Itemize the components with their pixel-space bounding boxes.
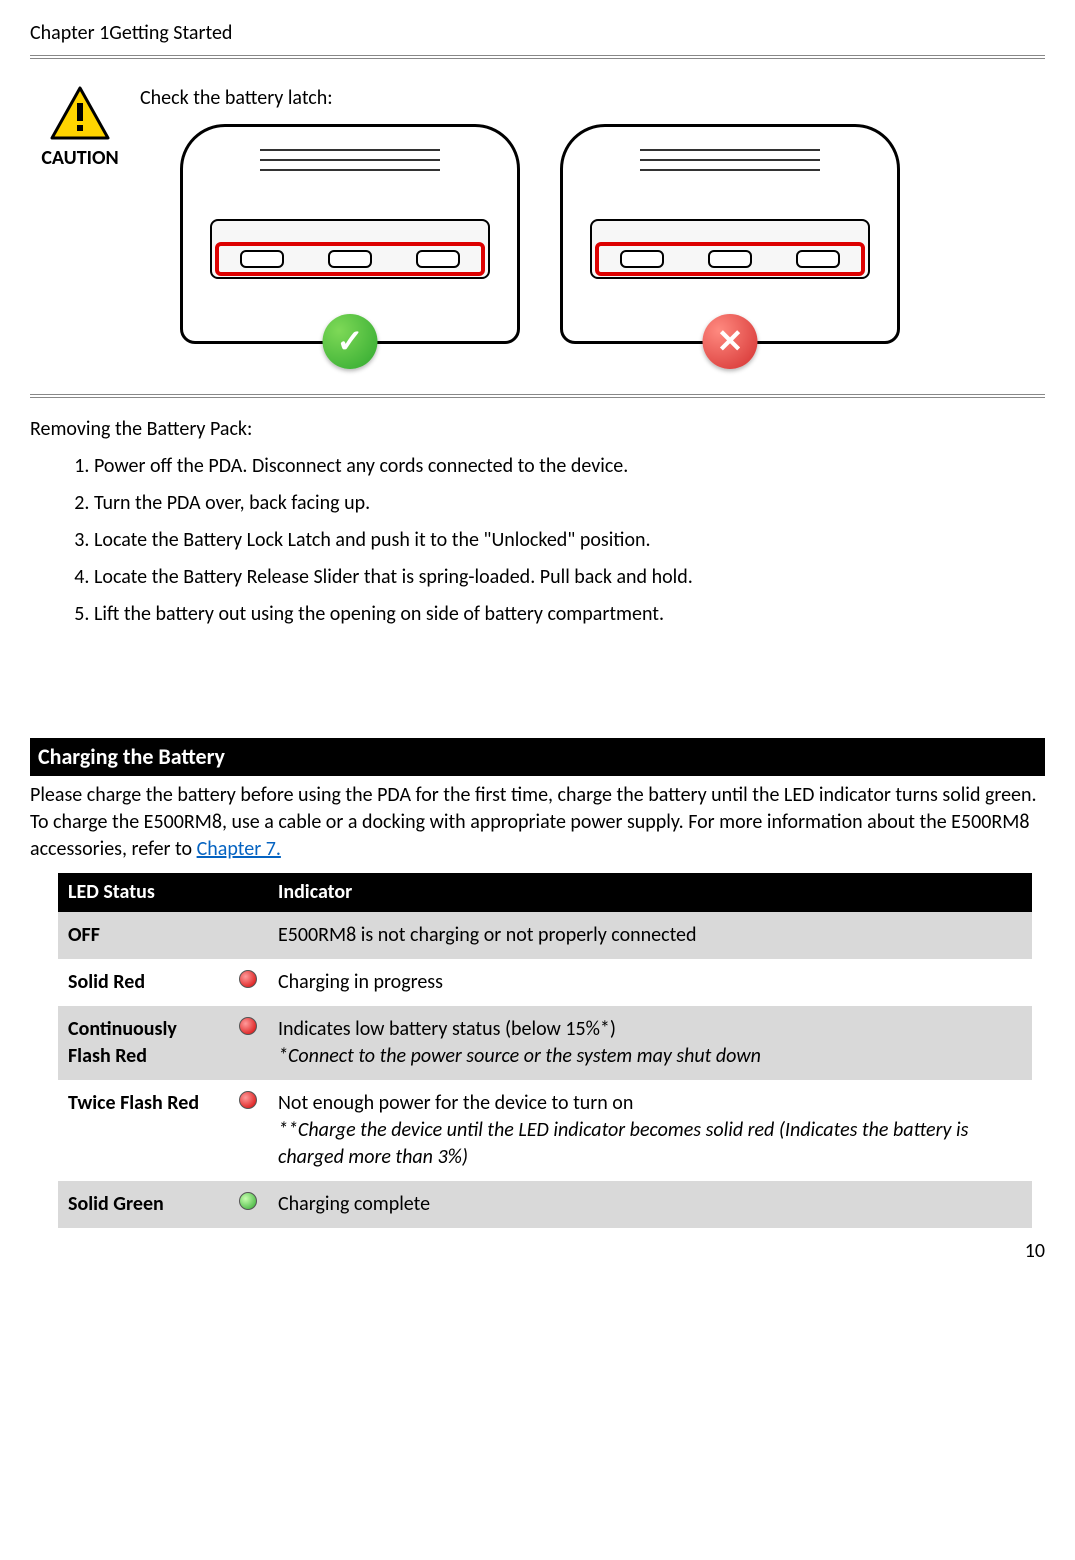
led-green-icon	[239, 1192, 257, 1210]
led-indicator-cell: Not enough power for the device to turn …	[268, 1080, 1032, 1181]
led-table: LED Status Indicator OFF E500RM8 is not c…	[58, 873, 1032, 1228]
top-rule	[30, 55, 1045, 59]
led-red-icon	[239, 1091, 257, 1109]
led-status-cell: Twice Flash Red	[58, 1080, 228, 1181]
th-icon	[228, 873, 268, 912]
caution-block: CAUTION Check the battery latch: ✓ ✕	[30, 65, 1045, 354]
led-tbody: OFF E500RM8 is not charging or not proper…	[58, 912, 1032, 1228]
led-status-cell: Continuously Flash Red	[58, 1006, 228, 1080]
led-icon-cell	[228, 1080, 268, 1181]
device-row: ✓ ✕	[140, 124, 1045, 344]
cross-icon: ✕	[703, 314, 758, 369]
caution-text: Check the battery latch:	[140, 85, 1045, 112]
check-icon: ✓	[323, 314, 378, 369]
chapter-header: Chapter 1Getting Started	[30, 20, 1045, 47]
led-red-icon	[239, 1017, 257, 1035]
th-indicator: Indicator	[268, 873, 1032, 912]
page-number: 10	[30, 1238, 1045, 1265]
step-3: Locate the Battery Lock Latch and push i…	[94, 527, 1045, 554]
charging-intro-text: Please charge the battery before using t…	[30, 783, 1037, 861]
caution-left: CAUTION	[40, 85, 120, 172]
step-1: Power off the PDA. Disconnect any cords …	[94, 453, 1045, 480]
led-indicator-cell: Indicates low battery status (below 15%*…	[268, 1006, 1032, 1080]
charging-heading: Charging the Battery	[30, 738, 1045, 776]
led-indicator-cell: Charging complete	[268, 1181, 1032, 1228]
table-row: OFF E500RM8 is not charging or not proper…	[58, 912, 1032, 959]
led-status-cell: OFF	[58, 912, 228, 959]
chapter7-link[interactable]: Chapter 7.	[197, 837, 281, 861]
th-status: LED Status	[58, 873, 228, 912]
step-5: Lift the battery out using the opening o…	[94, 601, 1045, 628]
step-4: Locate the Battery Release Slider that i…	[94, 564, 1045, 591]
charging-intro: Please charge the battery before using t…	[30, 782, 1045, 863]
led-indicator-cell: Charging in progress	[268, 959, 1032, 1006]
led-icon-cell	[228, 912, 268, 959]
led-red-icon	[239, 970, 257, 988]
led-icon-cell	[228, 1181, 268, 1228]
led-icon-cell	[228, 959, 268, 1006]
table-row: Twice Flash Red Not enough power for the …	[58, 1080, 1032, 1181]
caution-label: CAUTION	[41, 145, 118, 172]
caution-right: Check the battery latch: ✓ ✕	[140, 85, 1045, 344]
led-status-cell: Solid Green	[58, 1181, 228, 1228]
mid-rule	[30, 394, 1045, 398]
table-row: Solid Green Charging complete	[58, 1181, 1032, 1228]
device-correct: ✓	[180, 124, 520, 344]
table-row: Continuously Flash Red Indicates low batt…	[58, 1006, 1032, 1080]
device-incorrect: ✕	[560, 124, 900, 344]
led-indicator-cell: E500RM8 is not charging or not properly …	[268, 912, 1032, 959]
table-row: Solid Red Charging in progress	[58, 959, 1032, 1006]
removing-steps: Power off the PDA. Disconnect any cords …	[30, 453, 1045, 628]
removing-title: Removing the Battery Pack:	[30, 416, 1045, 443]
led-status-cell: Solid Red	[58, 959, 228, 1006]
warning-icon	[49, 85, 111, 141]
led-icon-cell	[228, 1006, 268, 1080]
step-2: Turn the PDA over, back facing up.	[94, 490, 1045, 517]
